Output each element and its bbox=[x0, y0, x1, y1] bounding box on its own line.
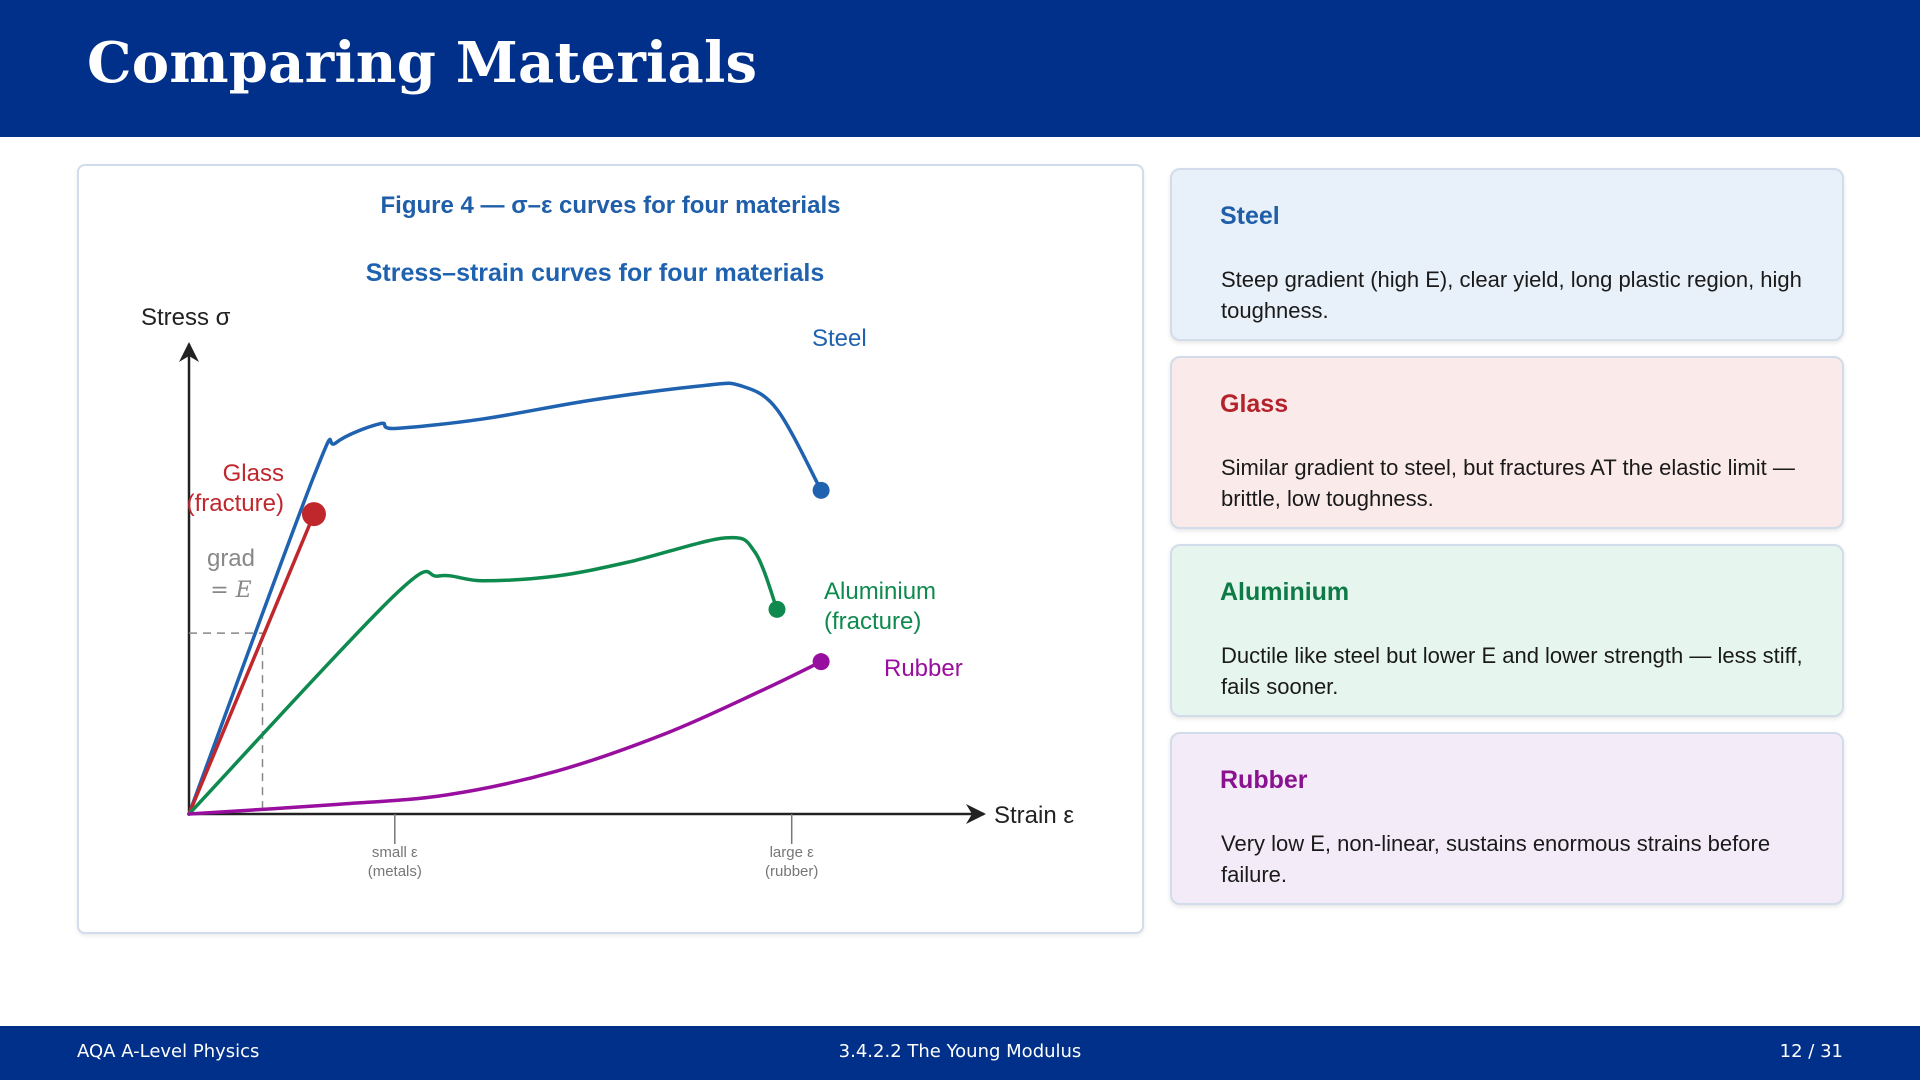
series-line-glass bbox=[187, 512, 316, 816]
x-tick-label: (metals) bbox=[368, 863, 422, 880]
card-body: Steep gradient (high E), clear yield, lo… bbox=[1221, 267, 1802, 323]
card-body: Ductile like steel but lower E and lower… bbox=[1221, 643, 1803, 699]
stress-strain-chart: Stress–strain curves for four materials S… bbox=[141, 259, 1074, 880]
card-body: Similar gradient to steel, but fractures… bbox=[1221, 455, 1795, 511]
card-body: Very low E, non-linear, sustains enormou… bbox=[1221, 831, 1771, 887]
card-title: Glass bbox=[1220, 390, 1289, 418]
end-marker-steel bbox=[812, 481, 830, 499]
card-title: Aluminium bbox=[1220, 578, 1350, 606]
x-tick-label: (rubber) bbox=[765, 863, 818, 880]
x-tick-label: small ε bbox=[372, 844, 418, 861]
y-axis-label: Stress σ bbox=[141, 304, 231, 331]
card-aluminium: Aluminium Ductile like steel but lower E… bbox=[1170, 544, 1844, 717]
gradient-label: = E bbox=[210, 578, 252, 603]
title-bar: Comparing Materials bbox=[0, 0, 1920, 137]
footer-section: 3.4.2.2 The Young Modulus bbox=[838, 1041, 1082, 1062]
series-label-steel: Steel bbox=[812, 325, 867, 352]
chart-title: Stress–strain curves for four materials bbox=[366, 259, 825, 287]
end-marker-rubber bbox=[812, 653, 830, 671]
card-rubber: Rubber Very low E, non-linear, sustains … bbox=[1170, 732, 1844, 905]
gradient-label: grad bbox=[207, 545, 255, 572]
x-axis-label: Strain ε bbox=[994, 802, 1074, 829]
figure-panel: Figure 4 — σ–ε curves for four materials… bbox=[77, 164, 1144, 934]
series-label-aluminium-line2: (fracture) bbox=[824, 608, 921, 635]
footer-bar: AQA A-Level Physics 3.4.2.2 The Young Mo… bbox=[0, 1026, 1920, 1080]
end-marker-aluminium bbox=[768, 600, 786, 618]
footer-page-number: 12 / 31 bbox=[1779, 1041, 1843, 1062]
material-cards: Steel Steep gradient (high E), clear yie… bbox=[1170, 168, 1844, 920]
card-title: Steel bbox=[1220, 202, 1280, 230]
slide-title: Comparing Materials bbox=[87, 30, 758, 96]
series-label-rubber: Rubber bbox=[884, 655, 963, 682]
card-title: Rubber bbox=[1220, 766, 1308, 794]
series-label-glass: Glass bbox=[223, 460, 284, 487]
end-marker-glass bbox=[301, 502, 326, 527]
figure-caption: Figure 4 — σ–ε curves for four materials bbox=[380, 192, 841, 219]
series-line-steel bbox=[187, 381, 823, 816]
card-steel: Steel Steep gradient (high E), clear yie… bbox=[1170, 168, 1844, 341]
series-label-aluminium: Aluminium bbox=[824, 578, 936, 605]
series-line-rubber bbox=[187, 659, 823, 816]
card-glass: Glass Similar gradient to steel, but fra… bbox=[1170, 356, 1844, 529]
series-line-aluminium bbox=[187, 535, 779, 816]
series-label-glass-line2: (fracture) bbox=[187, 490, 284, 517]
x-tick-label: large ε bbox=[770, 844, 815, 861]
footer-course: AQA A-Level Physics bbox=[77, 1041, 260, 1062]
